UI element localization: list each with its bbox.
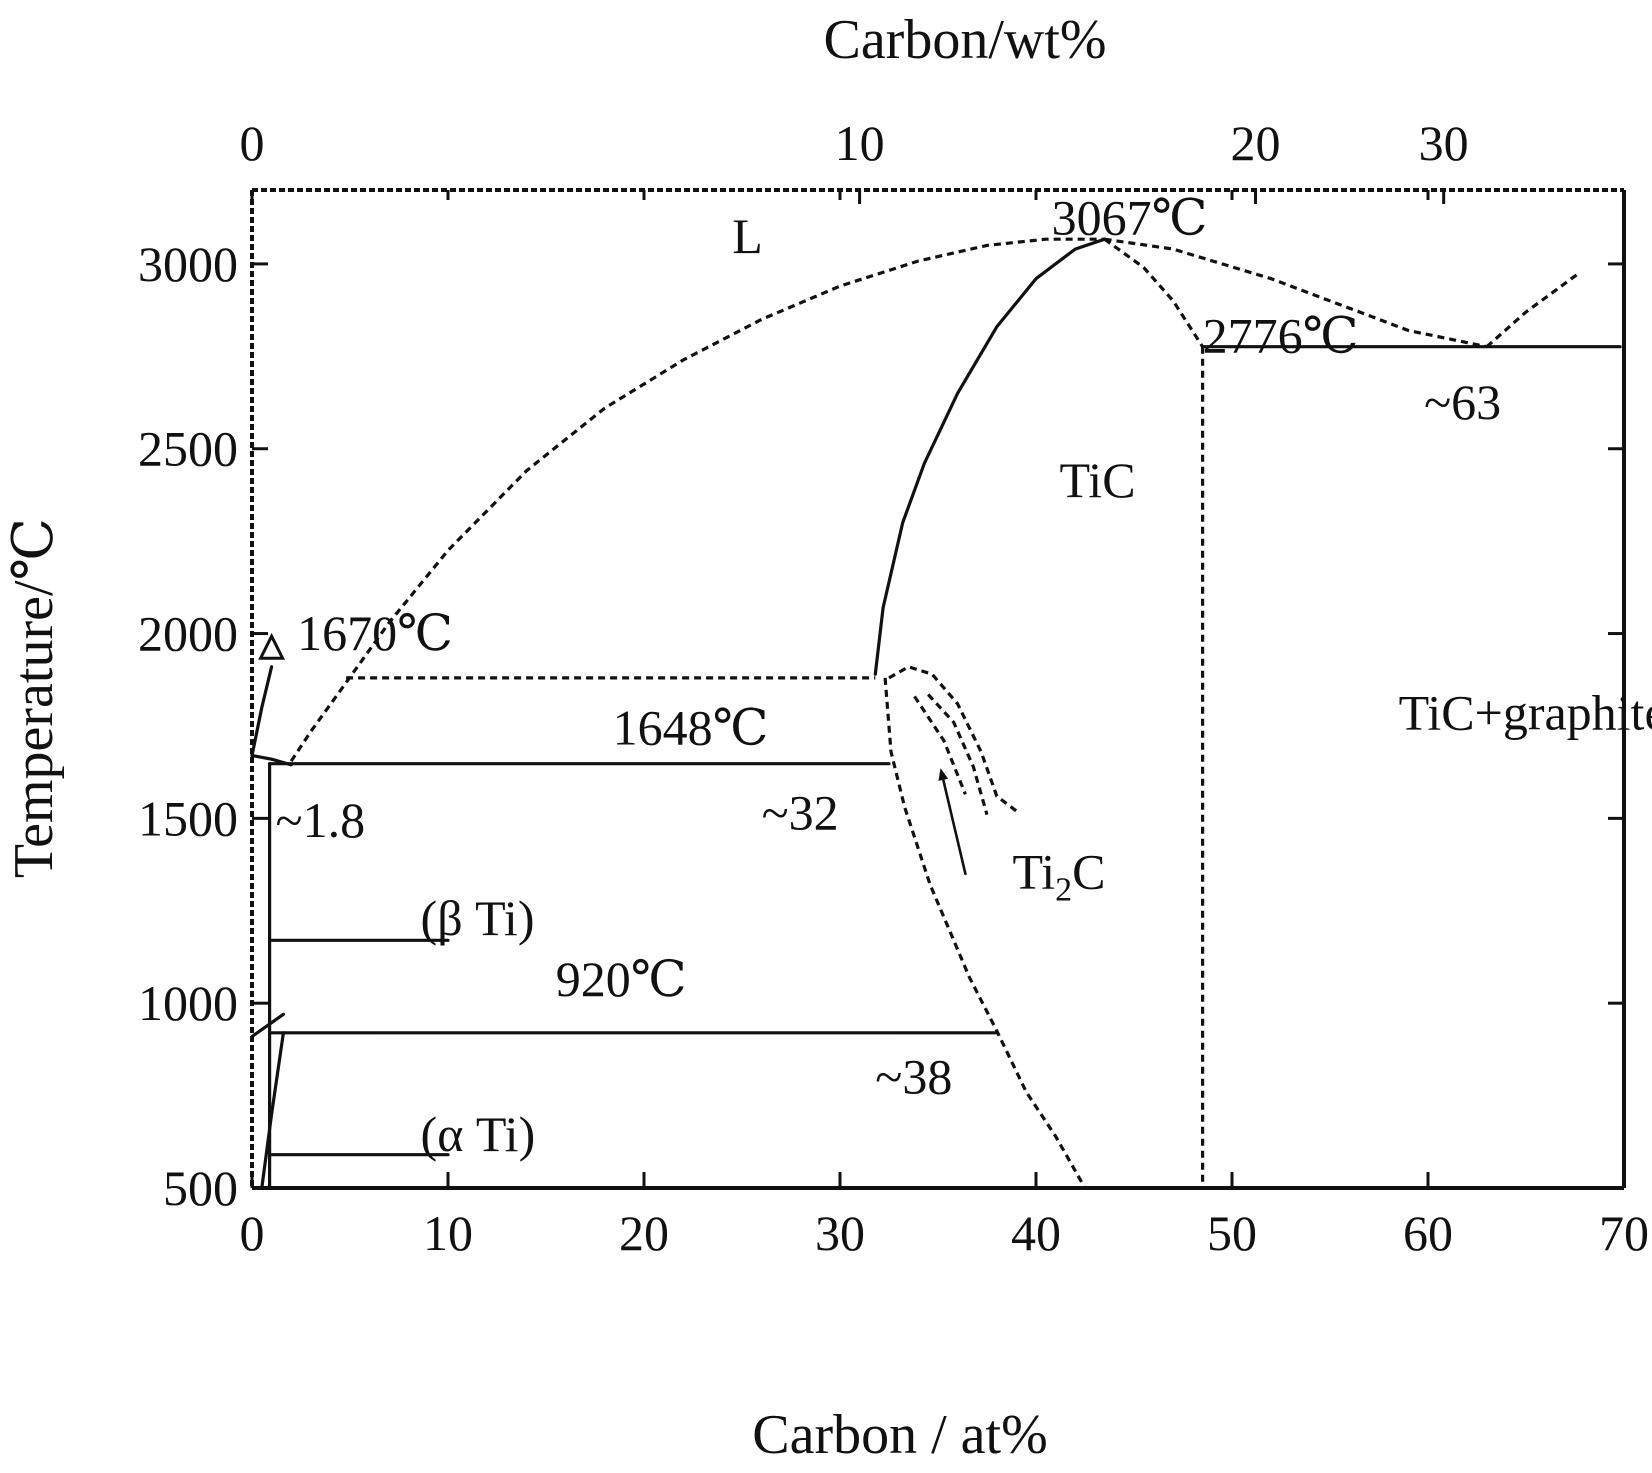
annotation-label: ~38 [875,1049,952,1105]
x-tick-label: 0 [240,1205,265,1261]
phase-boundary-12 [250,753,293,767]
region-label: (β Ti) [421,890,535,946]
x-tick-label: 10 [423,1205,473,1261]
phase-boundary-3 [873,237,1107,676]
region-label: TiC+graphite [1399,685,1652,741]
y-axis-ticks: 500 1000 1500 2000 2500 3000 [138,236,1624,1216]
annotation-label: 2776℃ [1203,308,1359,364]
phase-boundary-15 [883,677,1087,1189]
annotation-label: 1670℃ [297,605,453,661]
region-label: Ti2C [1012,844,1105,909]
x2-axis-title: Carbon/wt% [823,9,1106,71]
x-tick-label: 60 [1403,1205,1453,1261]
x-tick-label: 50 [1207,1205,1257,1261]
x2-axis-ticks: 0 10 20 30 [240,115,1469,204]
annotation-label: ~32 [762,784,839,840]
region-label: (α Ti) [421,1106,536,1162]
y-tick-label: 500 [163,1160,238,1216]
y-tick-label: 2000 [138,606,238,662]
phase-region-labels: L TiC TiC+graphite Ti2C (β Ti) (α Ti) [421,208,1652,1162]
y-tick-label: 1500 [138,790,238,846]
y-tick-label: 3000 [138,236,238,292]
phase-boundary-19 [938,768,967,876]
x-tick-label: 30 [815,1205,865,1261]
y-axis-title: Temperature/℃ [3,518,65,878]
phase-boundary-18 [913,695,967,795]
phase-boundary-13 [260,1031,285,1190]
annotation-label: 3067℃ [1052,189,1208,245]
region-label: L [732,208,763,264]
y-tick-label: 1000 [138,975,238,1031]
phase-boundary-2 [1485,271,1580,348]
phase-boundary-17 [927,693,989,816]
x2-tick-label: 10 [835,115,885,171]
x2-tick-label: 30 [1419,115,1469,171]
phase-boundary-16 [888,665,1018,813]
annotation-label: ~1.8 [276,792,366,848]
phase-boundary-0 [289,237,1105,762]
x-axis-title: Carbon / at% [752,1404,1047,1466]
x2-tick-label: 0 [240,115,265,171]
triangle-marker [258,632,286,660]
annotation-label: ~63 [1424,374,1501,430]
phase-boundary-14 [250,1012,285,1039]
x-tick-label: 20 [619,1205,669,1261]
phase-boundaries [250,237,1622,1190]
x-axis-ticks: 0 10 20 30 40 50 60 70 [240,190,1649,1261]
x-tick-label: 70 [1599,1205,1649,1261]
markers [258,632,286,660]
x-tick-label: 40 [1011,1205,1061,1261]
annotation-label: 1648℃ [613,699,769,755]
phase-boundary-4 [1103,237,1204,348]
y-tick-label: 2500 [138,421,238,477]
x2-tick-label: 20 [1231,115,1281,171]
annotation-labels: 1670℃ 1648℃ ~1.8 ~32 920℃ ~38 3067℃ 2776℃ ~63 [276,189,1502,1104]
phase-boundary-11 [250,665,274,758]
region-label: TiC [1060,452,1136,508]
annotation-label: 920℃ [556,951,687,1007]
plot-frame [250,188,1626,1190]
